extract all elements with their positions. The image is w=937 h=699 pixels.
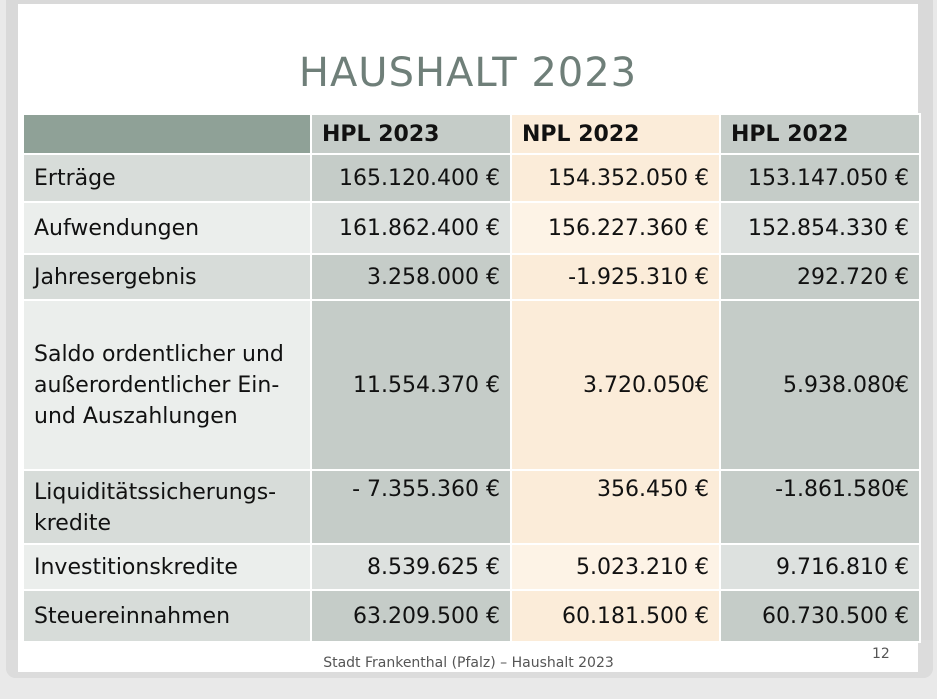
table-header-row: HPL 2023 NPL 2022 HPL 2022 <box>22 113 921 155</box>
header-npl-2022: NPL 2022 <box>510 113 721 155</box>
cell-npl-2022: 3.720.050€ <box>510 299 721 471</box>
cell-hpl-2022: 9.716.810 € <box>719 543 921 591</box>
row-label: Investitionskredite <box>22 543 312 591</box>
cell-hpl-2022: 153.147.050 € <box>719 153 921 203</box>
row-label: Jahresergebnis <box>22 253 312 301</box>
cell-hpl-2022: -1.861.580€ <box>719 469 921 545</box>
header-hpl-2022: HPL 2022 <box>719 113 921 155</box>
row-label: Aufwendungen <box>22 201 312 255</box>
table-row: Liquiditätssicherungs-kredite - 7.355.36… <box>22 469 921 545</box>
cell-npl-2022: 154.352.050 € <box>510 153 721 203</box>
page-number: 12 <box>872 646 890 662</box>
slide-footer: Stadt Frankenthal (Pfalz) – Haushalt 202… <box>323 655 614 671</box>
cell-hpl-2023: 8.539.625 € <box>310 543 512 591</box>
cell-npl-2022: 5.023.210 € <box>510 543 721 591</box>
table-row: Saldo ordentlicher und außerordentlicher… <box>22 299 921 471</box>
cell-hpl-2023: - 7.355.360 € <box>310 469 512 545</box>
row-label: Liquiditätssicherungs-kredite <box>22 469 312 545</box>
row-label: Steuereinnahmen <box>22 589 312 643</box>
slide-title: HAUSHALT 2023 <box>298 50 638 96</box>
title-band <box>26 12 910 116</box>
header-hpl-2023: HPL 2023 <box>310 113 512 155</box>
row-label: Saldo ordentlicher und außerordentlicher… <box>22 299 312 471</box>
cell-hpl-2023: 161.862.400 € <box>310 201 512 255</box>
row-label: Erträge <box>22 153 312 203</box>
budget-table: HPL 2023 NPL 2022 HPL 2022 Erträge 165.1… <box>22 113 921 643</box>
table-row: Steuereinnahmen 63.209.500 € 60.181.500 … <box>22 589 921 643</box>
cell-hpl-2023: 11.554.370 € <box>310 299 512 471</box>
cell-hpl-2023: 63.209.500 € <box>310 589 512 643</box>
cell-npl-2022: -1.925.310 € <box>510 253 721 301</box>
header-empty <box>22 113 312 155</box>
cell-hpl-2022: 292.720 € <box>719 253 921 301</box>
table-row: Jahresergebnis 3.258.000 € -1.925.310 € … <box>22 253 921 301</box>
cell-npl-2022: 356.450 € <box>510 469 721 545</box>
table-row: Erträge 165.120.400 € 154.352.050 € 153.… <box>22 153 921 203</box>
cell-hpl-2022: 152.854.330 € <box>719 201 921 255</box>
table-row: Investitionskredite 8.539.625 € 5.023.21… <box>22 543 921 591</box>
cell-hpl-2023: 165.120.400 € <box>310 153 512 203</box>
cell-hpl-2022: 60.730.500 € <box>719 589 921 643</box>
cell-npl-2022: 60.181.500 € <box>510 589 721 643</box>
cell-hpl-2022: 5.938.080€ <box>719 299 921 471</box>
cell-npl-2022: 156.227.360 € <box>510 201 721 255</box>
cell-hpl-2023: 3.258.000 € <box>310 253 512 301</box>
table-row: Aufwendungen 161.862.400 € 156.227.360 €… <box>22 201 921 255</box>
